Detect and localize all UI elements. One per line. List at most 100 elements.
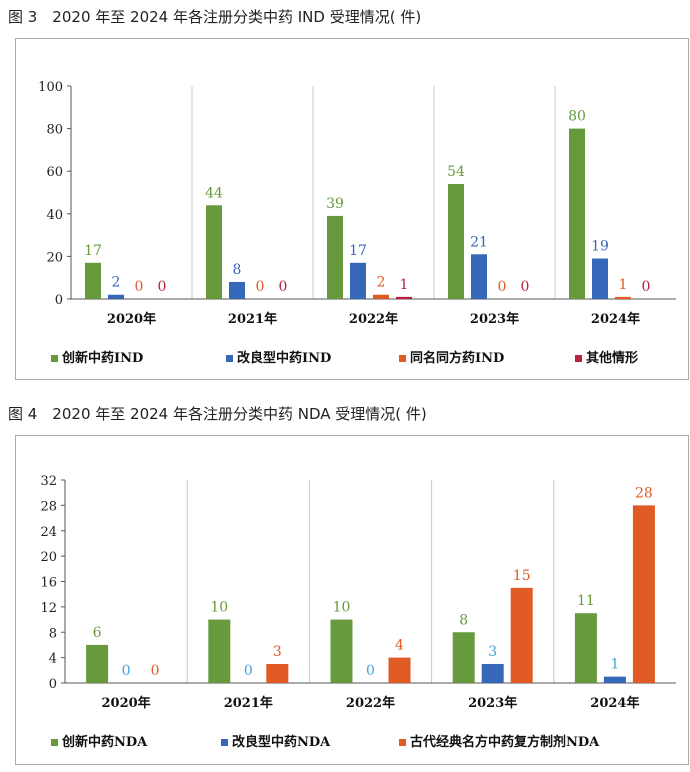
data-label: 0 <box>158 279 167 295</box>
data-label: 1 <box>619 277 628 293</box>
data-label: 4 <box>395 638 404 654</box>
data-label: 0 <box>642 279 651 295</box>
data-label: 1 <box>610 657 619 673</box>
y-tick-label: 80 <box>46 123 63 138</box>
data-label: 10 <box>333 600 351 616</box>
legend-label: 改良型中药NDA <box>232 735 331 750</box>
data-label: 39 <box>326 196 344 212</box>
data-label: 80 <box>568 109 586 125</box>
data-label: 0 <box>135 279 144 295</box>
legend-swatch <box>221 739 228 746</box>
figure-3-title: 图 3 2020 年至 2024 年各注册分类中药 IND 受理情况( 件) <box>8 8 422 26</box>
bar <box>388 657 411 683</box>
x-tick-label: 2022年 <box>349 311 398 327</box>
legend-label: 创新中药IND <box>62 351 144 366</box>
x-tick-label: 2021年 <box>228 311 277 327</box>
legend-item: 其他情形 <box>575 347 638 366</box>
bar <box>350 262 366 299</box>
bar <box>510 587 533 683</box>
x-tick-label: 2020年 <box>107 311 156 327</box>
bar <box>592 258 608 299</box>
legend-label: 同名同方药IND <box>410 351 505 366</box>
bar <box>108 294 124 299</box>
data-label: 0 <box>498 279 507 295</box>
data-label: 0 <box>256 279 265 295</box>
bar <box>603 676 626 683</box>
legend-item: 改良型中药NDA <box>221 731 330 750</box>
y-tick-label: 100 <box>38 80 63 95</box>
data-label: 0 <box>244 663 253 679</box>
legend-item: 古代经典名方中药复方制剂NDA <box>399 731 599 750</box>
data-label: 0 <box>366 663 375 679</box>
legend-item: 创新中药IND <box>51 347 143 366</box>
figure-4-title: 图 4 2020 年至 2024 年各注册分类中药 NDA 受理情况( 件) <box>8 405 427 423</box>
y-tick-label: 60 <box>46 165 63 180</box>
bar <box>396 296 412 299</box>
legend-swatch <box>399 739 406 746</box>
x-tick-label: 2020年 <box>102 695 151 711</box>
x-tick-label: 2023年 <box>468 695 517 711</box>
legend-item: 创新中药NDA <box>51 731 147 750</box>
bar <box>229 281 245 299</box>
bar <box>632 505 655 683</box>
bar <box>481 663 504 683</box>
x-tick-label: 2022年 <box>346 695 395 711</box>
bar <box>574 613 597 683</box>
bar <box>448 183 464 299</box>
bar <box>208 619 231 683</box>
y-tick-label: 16 <box>40 576 57 591</box>
data-label: 19 <box>591 239 609 255</box>
data-label: 44 <box>205 185 223 201</box>
legend-swatch <box>399 355 406 362</box>
y-tick-label: 0 <box>49 677 57 692</box>
bar <box>266 663 289 683</box>
x-tick-label: 2024年 <box>590 695 639 711</box>
data-label: 28 <box>635 485 653 501</box>
data-label: 0 <box>279 279 288 295</box>
data-label: 0 <box>122 663 131 679</box>
plot-area <box>65 480 676 683</box>
y-tick-label: 20 <box>40 550 57 565</box>
bar <box>327 215 343 299</box>
legend-label: 其他情形 <box>586 351 639 366</box>
data-label: 11 <box>577 593 595 609</box>
data-label: 2 <box>112 275 121 291</box>
y-tick-label: 28 <box>40 499 57 514</box>
bar <box>206 205 222 299</box>
data-label: 6 <box>93 625 102 641</box>
data-label: 8 <box>233 262 242 278</box>
y-tick-label: 0 <box>55 293 63 308</box>
y-tick-label: 32 <box>40 474 57 489</box>
data-label: 0 <box>521 279 530 295</box>
legend-swatch <box>575 355 582 362</box>
data-label: 2 <box>377 275 386 291</box>
y-tick-label: 12 <box>40 601 57 616</box>
y-tick-label: 4 <box>49 652 57 667</box>
data-label: 10 <box>210 600 228 616</box>
bar <box>452 632 475 683</box>
bar <box>615 296 631 299</box>
y-tick-label: 20 <box>46 250 63 265</box>
legend-label: 改良型中药IND <box>237 351 332 366</box>
legend-swatch <box>51 355 58 362</box>
x-tick-label: 2021年 <box>224 695 273 711</box>
data-label: 54 <box>447 164 465 180</box>
legend-item: 改良型中药IND <box>226 347 331 366</box>
data-label: 15 <box>513 568 531 584</box>
data-label: 3 <box>488 644 497 660</box>
legend-label: 古代经典名方中药复方制剂NDA <box>410 735 600 750</box>
bar <box>86 644 109 683</box>
bar <box>373 294 389 299</box>
legend-swatch <box>51 739 58 746</box>
data-label: 0 <box>151 663 160 679</box>
x-tick-label: 2023年 <box>470 311 519 327</box>
data-label: 17 <box>349 243 367 259</box>
bar <box>85 262 101 299</box>
data-label: 8 <box>459 612 468 628</box>
data-label: 1 <box>400 277 409 293</box>
legend-label: 创新中药NDA <box>62 735 148 750</box>
legend-swatch <box>226 355 233 362</box>
legend-item: 同名同方药IND <box>399 347 504 366</box>
